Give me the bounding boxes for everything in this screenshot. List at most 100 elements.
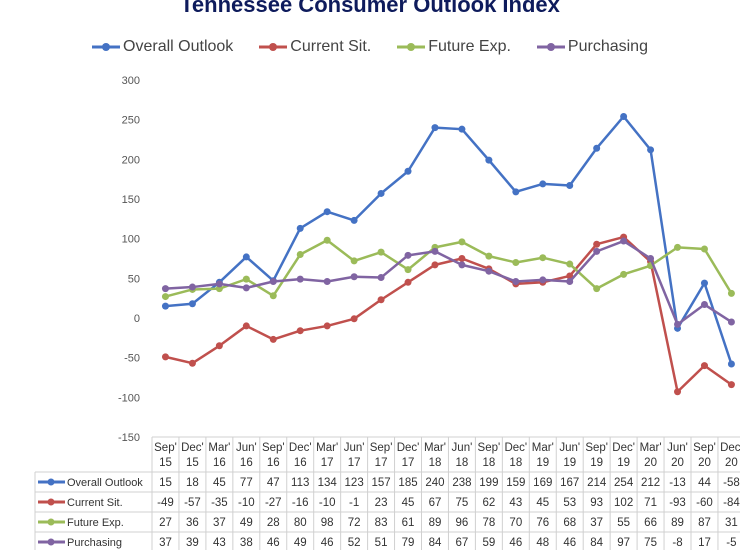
legend-marker-current bbox=[259, 43, 288, 51]
x-tick-label: Dec' bbox=[720, 442, 740, 454]
series-line bbox=[165, 239, 733, 326]
table-cell: 159 bbox=[506, 477, 525, 489]
table-cell: 134 bbox=[318, 477, 338, 489]
x-tick-label: 15 bbox=[159, 457, 172, 469]
x-tick-label: Mar' bbox=[424, 442, 446, 454]
data-point bbox=[242, 275, 250, 283]
data-point bbox=[485, 267, 493, 275]
table-cell: 87 bbox=[698, 517, 711, 529]
table-cell: 77 bbox=[240, 477, 253, 489]
x-tick-label: Mar' bbox=[640, 442, 662, 454]
table-cell: 79 bbox=[402, 537, 415, 549]
series-line bbox=[165, 239, 733, 298]
data-point bbox=[269, 335, 277, 343]
x-tick-label: Dec' bbox=[181, 442, 204, 454]
data-point bbox=[458, 238, 466, 246]
table-cell: -49 bbox=[157, 497, 174, 509]
table-cell: 97 bbox=[617, 537, 630, 549]
data-point bbox=[727, 289, 735, 297]
table-cell: 28 bbox=[267, 517, 280, 529]
x-tick-label: Dec' bbox=[289, 442, 312, 454]
table-cell: 68 bbox=[563, 517, 576, 529]
data-point bbox=[485, 156, 493, 164]
table-cell: 44 bbox=[698, 477, 711, 489]
x-tick-label: 19 bbox=[563, 457, 576, 469]
data-point bbox=[377, 248, 385, 256]
data-point bbox=[188, 283, 196, 291]
data-point bbox=[188, 359, 196, 367]
table-cell: 51 bbox=[375, 537, 388, 549]
table-cell: 39 bbox=[186, 537, 199, 549]
x-tick-label: 16 bbox=[294, 457, 307, 469]
table-cell: -1 bbox=[349, 497, 359, 509]
table-cell: -27 bbox=[265, 497, 282, 509]
table-cell: 53 bbox=[563, 497, 576, 509]
table-cell: 169 bbox=[533, 477, 552, 489]
table-legend-marker bbox=[47, 518, 55, 526]
table-row-label: Current Sit. bbox=[67, 497, 123, 509]
x-tick-label: 18 bbox=[456, 457, 469, 469]
table-cell: 254 bbox=[614, 477, 634, 489]
table-cell: 93 bbox=[590, 497, 603, 509]
table-cell: 80 bbox=[294, 517, 307, 529]
table-cell: 55 bbox=[617, 517, 630, 529]
x-tick-label: Sep' bbox=[370, 442, 393, 454]
table-cell: 62 bbox=[482, 497, 495, 509]
data-point bbox=[566, 278, 574, 286]
x-tick-label: Sep' bbox=[478, 442, 501, 454]
table-cell: 167 bbox=[560, 477, 579, 489]
data-point bbox=[593, 240, 601, 248]
table-cell: 52 bbox=[348, 537, 361, 549]
x-tick-label: Jun' bbox=[344, 442, 365, 454]
data-point bbox=[188, 300, 196, 308]
table-cell: 96 bbox=[456, 517, 469, 529]
data-point bbox=[404, 278, 412, 286]
data-point bbox=[404, 167, 412, 175]
table-cell: 61 bbox=[402, 517, 415, 529]
data-point bbox=[350, 216, 358, 224]
table-cell: 48 bbox=[536, 537, 549, 549]
x-tick-label: 16 bbox=[267, 457, 280, 469]
data-point bbox=[593, 144, 601, 152]
data-point bbox=[539, 180, 547, 188]
legend-item-current: Current Sit. bbox=[259, 38, 371, 56]
table-cell: 23 bbox=[375, 497, 388, 509]
data-point bbox=[727, 318, 735, 326]
table-cell: 76 bbox=[536, 517, 549, 529]
data-point bbox=[512, 188, 520, 196]
data-point bbox=[700, 279, 708, 287]
table-cell: -16 bbox=[292, 497, 309, 509]
data-point bbox=[323, 278, 331, 286]
table-cell: 72 bbox=[348, 517, 361, 529]
table-cell: 15 bbox=[159, 477, 172, 489]
y-tick-label: 300 bbox=[122, 75, 140, 87]
data-point bbox=[323, 208, 331, 216]
table-cell: 37 bbox=[590, 517, 603, 529]
x-tick-label: 16 bbox=[213, 457, 226, 469]
table-cell: 43 bbox=[509, 497, 522, 509]
x-tick-label: Mar' bbox=[532, 442, 554, 454]
legend-item-overall: Overall Outlook bbox=[92, 38, 233, 56]
data-point bbox=[566, 182, 574, 190]
y-tick-label: -50 bbox=[124, 353, 140, 365]
table-cell: -10 bbox=[319, 497, 336, 509]
table-cell: 49 bbox=[240, 517, 253, 529]
legend-label: Future Exp. bbox=[428, 38, 511, 55]
x-tick-label: 20 bbox=[698, 457, 711, 469]
table-cell: 67 bbox=[456, 537, 469, 549]
x-tick-label: Sep' bbox=[262, 442, 285, 454]
data-point bbox=[620, 237, 628, 245]
data-table bbox=[34, 436, 740, 550]
table-cell: -57 bbox=[184, 497, 201, 509]
table-cell: 49 bbox=[294, 537, 307, 549]
x-tick-label: 17 bbox=[375, 457, 388, 469]
data-point bbox=[323, 322, 331, 330]
table-cell: 212 bbox=[641, 477, 660, 489]
table-cell: 240 bbox=[425, 477, 444, 489]
table-cell: 102 bbox=[614, 497, 633, 509]
data-point bbox=[674, 243, 682, 251]
x-tick-label: 20 bbox=[671, 457, 684, 469]
table-cell: -13 bbox=[669, 477, 686, 489]
table-cell: 46 bbox=[509, 537, 522, 549]
table-cell: 18 bbox=[186, 477, 199, 489]
